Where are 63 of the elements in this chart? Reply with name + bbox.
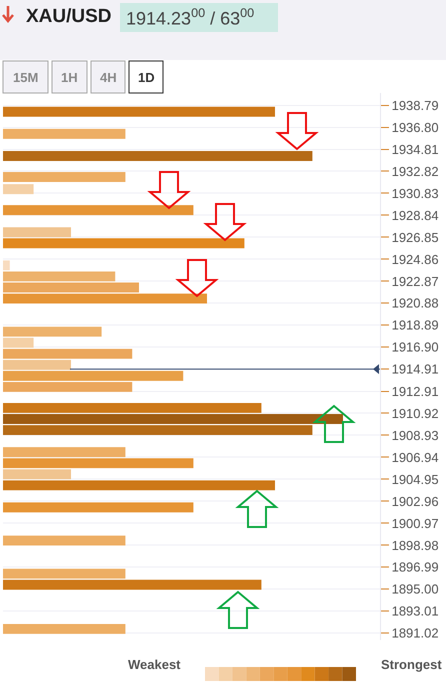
bar <box>3 458 194 468</box>
bar <box>3 184 34 194</box>
bar <box>3 502 194 512</box>
bar <box>3 568 126 579</box>
bar <box>3 128 126 139</box>
y-tick-label: 1895.00 <box>392 582 439 597</box>
bar <box>3 106 275 117</box>
bar <box>3 294 207 304</box>
bar <box>3 624 126 634</box>
y-tick-label: 1920.88 <box>392 296 439 311</box>
bar <box>3 227 71 238</box>
bar <box>3 580 262 590</box>
bar <box>3 425 312 436</box>
y-tick-label: 1908.93 <box>392 428 439 443</box>
y-tick-label: 1922.87 <box>392 274 439 289</box>
y-tick-label: 1916.90 <box>392 340 439 355</box>
y-tick-label: 1918.89 <box>392 318 439 333</box>
text: Weakest <box>128 657 182 672</box>
bar <box>3 360 71 370</box>
bar <box>3 172 126 182</box>
y-tick-label: 1891.02 <box>392 626 439 641</box>
bar <box>3 414 343 424</box>
y-tick-label: 1930.83 <box>392 186 439 201</box>
text: 4H <box>100 70 117 85</box>
chart-subtitle: 1914.23$^{00}$ / 63$^{00}$ <box>126 6 254 29</box>
bar <box>3 536 126 546</box>
y-tick-label: 1900.97 <box>392 516 439 531</box>
y-tick-label: 1906.94 <box>392 450 439 465</box>
y-tick-label: 1898.98 <box>392 538 439 553</box>
bar <box>3 370 184 381</box>
bar <box>3 282 139 292</box>
text: Strongest <box>381 657 442 672</box>
bar <box>3 271 116 282</box>
bar <box>3 480 275 490</box>
bar <box>3 326 102 337</box>
bar <box>3 151 312 161</box>
y-tick-label: 1910.92 <box>392 406 439 421</box>
y-tick-label: 1904.95 <box>392 472 439 487</box>
text: 1H <box>61 70 78 85</box>
text: 1D <box>138 70 155 85</box>
y-tick-label: 1893.01 <box>392 604 439 619</box>
chart-title: XAU/USD <box>26 6 112 27</box>
y-tick-label: 1902.96 <box>392 494 439 509</box>
y-tick-label: 1926.85 <box>392 230 439 245</box>
bar <box>3 238 244 248</box>
text: 15M <box>13 70 38 85</box>
bar <box>3 348 132 359</box>
bar <box>3 402 262 413</box>
bar <box>3 205 194 216</box>
bar <box>3 260 10 270</box>
y-tick-label: 1938.79 <box>392 98 439 113</box>
y-tick-label: 1914.91 <box>392 362 439 377</box>
bar <box>3 338 34 348</box>
y-tick-label: 1896.99 <box>392 560 439 575</box>
bar <box>3 469 71 480</box>
y-tick-label: 1912.91 <box>392 384 439 399</box>
y-tick-label: 1924.86 <box>392 252 439 267</box>
bar <box>3 447 126 458</box>
y-tick-label: 1932.82 <box>392 164 439 179</box>
bar <box>3 382 132 392</box>
y-tick-label: 1936.80 <box>392 120 439 135</box>
y-tick-label: 1934.81 <box>392 142 439 157</box>
y-tick-label: 1928.84 <box>392 208 439 223</box>
